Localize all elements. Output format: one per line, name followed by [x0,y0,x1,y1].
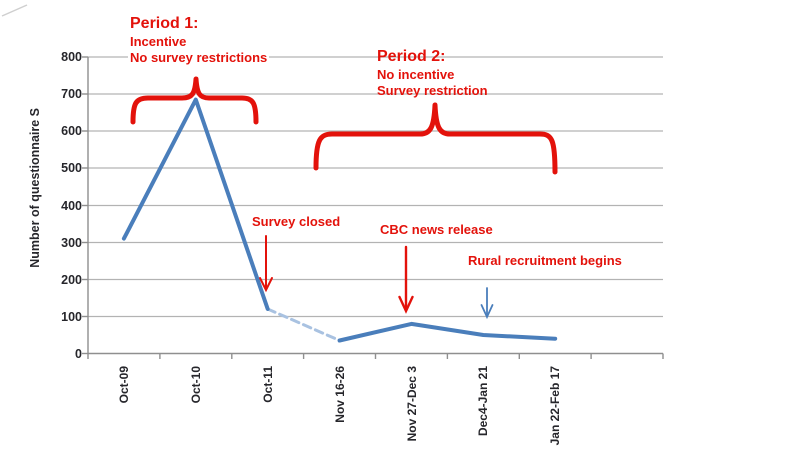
period2-annotation: Period 2: No incentive Survey restrictio… [377,47,488,99]
stray-mark [1,4,28,17]
x-label-nov16-26: Nov 16-26 [332,366,347,423]
y-tick-700: 700 [61,87,82,101]
data-line-solid-period2 [337,321,558,343]
period2-line1: No incentive [377,67,455,82]
period1-line2: No survey restrictions [130,50,268,65]
x-axis-ticks [87,353,664,359]
x-label-oct10: Oct-10 [189,366,203,404]
period1-line1: Incentive [130,34,187,49]
x-label-oct09: Oct-09 [117,366,131,404]
x-label-nov27-dec3: Nov 27-Dec 3 [404,366,419,442]
y-tick-400: 400 [61,198,82,213]
cbc-news-arrow [398,245,414,314]
y-tick-800: 800 [61,50,82,64]
y-tick-100: 100 [61,309,82,324]
y-tick-600: 600 [61,124,82,138]
x-label-oct11: Oct-11 [261,366,275,403]
survey-closed-label: Survey closed [252,214,341,229]
period2-line2: Survey restriction [377,83,488,98]
y-axis-ticks [82,56,88,355]
period2-brace [313,102,558,175]
x-label-jan22-feb17: Jan 22-Feb 17 [548,366,562,446]
y-tick-300: 300 [61,235,82,250]
period2-title: Period 2: [377,48,446,65]
x-label-dec4-jan21: Dec4-Jan 21 [476,366,490,437]
cbc-news-label: CBC news release [380,222,493,237]
axes [82,56,664,359]
rural-recruitment-arrow [480,287,494,320]
survey-closed-arrow [259,235,273,293]
data-line-dashed-segment [266,307,342,342]
rural-recruitment-label: Rural recruitment begins [468,253,622,268]
y-tick-0: 0 [75,346,82,361]
data-line-solid-period1 [121,97,270,311]
period1-brace [130,76,259,125]
y-tick-200: 200 [61,272,82,287]
y-tick-500: 500 [61,161,82,175]
period1-title: Period 1: [130,15,199,32]
period1-annotation: Period 1: Incentive No survey restrictio… [128,14,270,66]
